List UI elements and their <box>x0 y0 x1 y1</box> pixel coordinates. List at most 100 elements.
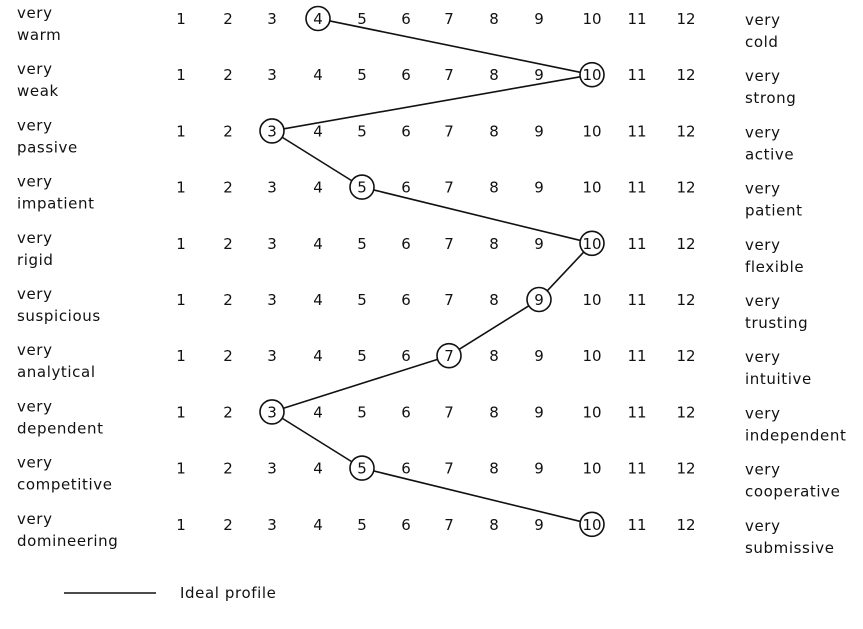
scale-number: 1 <box>176 291 186 309</box>
scale-number: 9 <box>534 403 544 421</box>
scale-number: 11 <box>627 179 646 197</box>
selected-value-circle <box>579 511 605 538</box>
scale-number: 3 <box>267 291 277 309</box>
scale-number: 6 <box>401 179 411 197</box>
scale-number: 2 <box>223 179 233 197</box>
left-label: competitive <box>17 476 113 494</box>
left-label: very <box>17 397 53 415</box>
scale-number: 5 <box>357 235 367 253</box>
scale-number: 8 <box>489 10 499 28</box>
left-label: domineering <box>17 532 118 550</box>
scale-number: 8 <box>489 403 499 421</box>
profile-segment <box>281 136 353 182</box>
profile-segment <box>283 75 581 130</box>
scale-number: 3 <box>267 66 277 84</box>
scale-number: 2 <box>223 10 233 28</box>
selected-values: 4 10 3 5 10 9 7 3 5 10 <box>259 5 605 538</box>
scale-number: 9 <box>534 10 544 28</box>
right-label: very <box>745 236 781 254</box>
scale-number: 3 <box>267 460 277 478</box>
selected-value-number: 7 <box>444 347 454 365</box>
scale-number: 10 <box>582 291 601 309</box>
selected-value-circle <box>579 61 605 88</box>
selected-value-number: 5 <box>357 179 367 197</box>
scale-number: 4 <box>313 235 323 253</box>
scale-number: 7 <box>444 122 454 140</box>
scale-number: 5 <box>357 403 367 421</box>
scale-number: 11 <box>627 10 646 28</box>
scale-number: 12 <box>676 291 695 309</box>
left-label: dependent <box>17 419 104 437</box>
left-label: rigid <box>17 251 54 269</box>
right-label: very <box>745 67 781 85</box>
scale-number: 7 <box>444 66 454 84</box>
scale-number: 9 <box>534 516 544 534</box>
selected-value-number: 3 <box>267 403 277 421</box>
scale-number: 2 <box>223 66 233 84</box>
scale-number: 8 <box>489 179 499 197</box>
scale-number: 9 <box>534 235 544 253</box>
scale-number: 5 <box>357 347 367 365</box>
scale-number: 2 <box>223 516 233 534</box>
scale-number: 12 <box>676 347 695 365</box>
selected-value-circle <box>436 342 462 369</box>
scale-number: 6 <box>401 10 411 28</box>
scale-number: 10 <box>582 403 601 421</box>
scale-number: 1 <box>176 122 186 140</box>
scale-number: 12 <box>676 66 695 84</box>
right-label: cooperative <box>745 483 840 501</box>
scale-number: 12 <box>676 460 695 478</box>
selected-value-circle <box>349 455 375 481</box>
scale-number: 6 <box>401 460 411 478</box>
right-label: very <box>745 404 781 422</box>
scale-number: 12 <box>676 10 695 28</box>
left-label: very <box>17 454 53 472</box>
selected-value-number: 4 <box>313 10 323 28</box>
left-label: impatient <box>17 195 95 213</box>
profile-line <box>281 20 585 523</box>
scale-number: 8 <box>489 460 499 478</box>
scale-number: 1 <box>176 460 186 478</box>
selected-value-circle <box>305 5 331 32</box>
scale-number: 2 <box>223 347 233 365</box>
scale-number: 9 <box>534 179 544 197</box>
scale-number: 4 <box>313 291 323 309</box>
scale-number: 4 <box>313 403 323 421</box>
left-label: very <box>17 116 53 134</box>
scale-number: 6 <box>401 122 411 140</box>
scale-number: 4 <box>313 179 323 197</box>
right-label: intuitive <box>745 370 812 388</box>
scale-number: 11 <box>627 66 646 84</box>
right-label: independent <box>745 426 846 444</box>
row-labels: very warm very cold very weak very strong very pa… <box>17 4 846 557</box>
scale-number: 12 <box>676 403 695 421</box>
scale-number: 6 <box>401 66 411 84</box>
selected-value-circle <box>526 286 552 313</box>
scale-number: 2 <box>223 122 233 140</box>
left-label: very <box>17 341 53 359</box>
scale-number: 2 <box>223 291 233 309</box>
left-label: weak <box>17 82 59 100</box>
right-label: active <box>745 145 794 163</box>
scale-number: 1 <box>176 66 186 84</box>
scale-number: 8 <box>489 347 499 365</box>
scale-number: 6 <box>401 516 411 534</box>
scale-number: 2 <box>223 403 233 421</box>
scale-number: 11 <box>627 122 646 140</box>
scale-number: 5 <box>357 516 367 534</box>
scale-number: 4 <box>313 122 323 140</box>
scale-number: 8 <box>489 291 499 309</box>
scale-number: 12 <box>676 516 695 534</box>
right-label: cold <box>745 33 779 51</box>
scale-number: 3 <box>267 235 277 253</box>
left-label: analytical <box>17 363 96 381</box>
scale-number: 10 <box>582 179 601 197</box>
scale-number: 5 <box>357 291 367 309</box>
right-label: very <box>745 180 781 198</box>
legend: Ideal profile <box>64 584 276 602</box>
scale-number: 9 <box>534 122 544 140</box>
scale-numbers: 1234567891011121234567891011121234567891… <box>176 10 695 534</box>
left-label: very <box>17 510 53 528</box>
scale-number: 5 <box>357 10 367 28</box>
scale-number: 10 <box>582 10 601 28</box>
